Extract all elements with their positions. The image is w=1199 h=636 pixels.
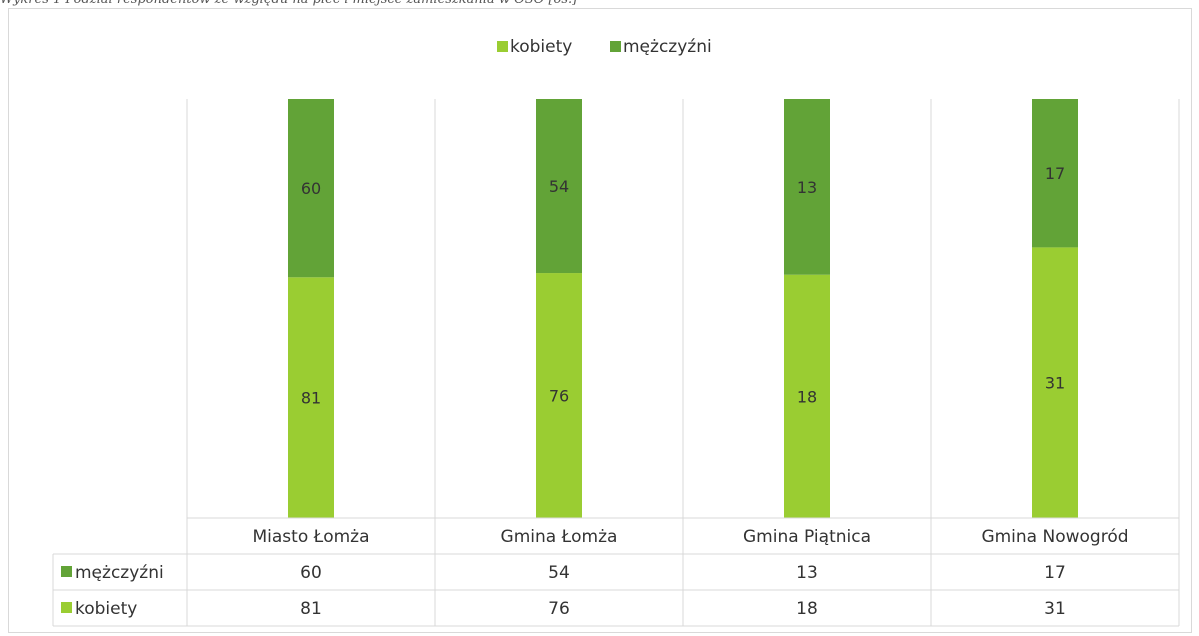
chart-gridlines [186,99,1180,626]
chart-legend: kobiety mężczyźni [497,37,712,57]
data-label: 76 [549,387,569,406]
table-row-swatch [61,602,72,613]
bar-segment-kobiety [1032,247,1078,519]
bar-segment-mezczyzni [784,99,830,275]
legend-swatch-mezczyzni [610,41,621,52]
data-label: 81 [301,389,321,408]
legend-label: kobiety [510,37,572,57]
data-label: 18 [797,387,817,406]
bar-segment-kobiety [784,274,830,518]
legend-swatch-kobiety [497,41,508,52]
legend-label: mężczyźni [623,37,712,57]
data-label: 31 [1045,374,1065,393]
chart-bars: 81 60 76 54 18 13 31 17 [288,99,1078,519]
data-label: 13 [797,178,817,197]
data-label: 60 [301,179,321,198]
category-label: Gmina Piątnica [743,527,871,547]
table-cell: 60 [300,563,322,583]
bar-segment-mezczyzni [536,99,582,274]
table-cell: 31 [1044,599,1066,619]
bar-segment-mezczyzni [288,99,334,278]
table-cell: 81 [300,599,322,619]
table-row-label: mężczyźni [75,563,164,583]
stacked-bar-chart: kobiety mężczyźni 81 60 76 54 18 13 31 17 Miasto… [52,37,1180,627]
table-cell: 17 [1044,563,1066,583]
category-label: Miasto Łomża [253,527,370,547]
category-label: Gmina Nowogród [981,527,1128,547]
chart-caption: Wykres 1 Podział respondentów ze względu… [0,0,1199,8]
data-table: Miasto Łomża Gmina Łomża Gmina Piątnica Gmi… [52,517,1179,627]
table-cell: 54 [548,563,570,583]
table-row-label: kobiety [75,599,137,619]
data-label: 17 [1045,164,1065,183]
chart-frame: kobiety mężczyźni 81 60 76 54 18 13 31 17 Miasto… [8,8,1192,633]
data-label: 54 [549,177,569,196]
bar-segment-kobiety [288,277,334,518]
table-cell: 13 [796,563,818,583]
bar-segment-kobiety [536,273,582,518]
table-cell: 76 [548,599,570,619]
table-row-swatch [61,566,72,577]
bar-segment-mezczyzni [1032,99,1078,248]
table-cell: 18 [796,599,818,619]
category-label: Gmina Łomża [501,527,618,547]
